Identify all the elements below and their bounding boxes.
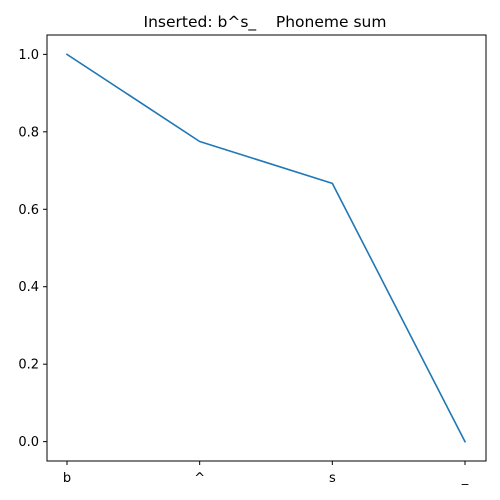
- y-tick-label: 0.0: [18, 435, 39, 450]
- y-tick-label: 0.2: [18, 358, 39, 373]
- plot-frame: [46, 34, 487, 462]
- y-tick-label: 1.0: [18, 48, 39, 63]
- y-tick-label: 0.6: [18, 203, 39, 218]
- x-tick-label: s: [329, 471, 336, 486]
- x-tick-label: ^: [194, 471, 205, 486]
- series-line: [65, 53, 467, 443]
- plot-marks: 0.0 0.2 0.4 0.6 0.8 1.0 b ^ s _: [18, 48, 468, 486]
- x-tick-label: _: [461, 471, 469, 486]
- x-tick-label: b: [63, 471, 71, 486]
- y-tick-label: 0.8: [18, 125, 39, 140]
- y-tick-label: 0.4: [18, 280, 39, 295]
- chart-title: Inserted: b^s_ Phoneme sum: [144, 13, 387, 32]
